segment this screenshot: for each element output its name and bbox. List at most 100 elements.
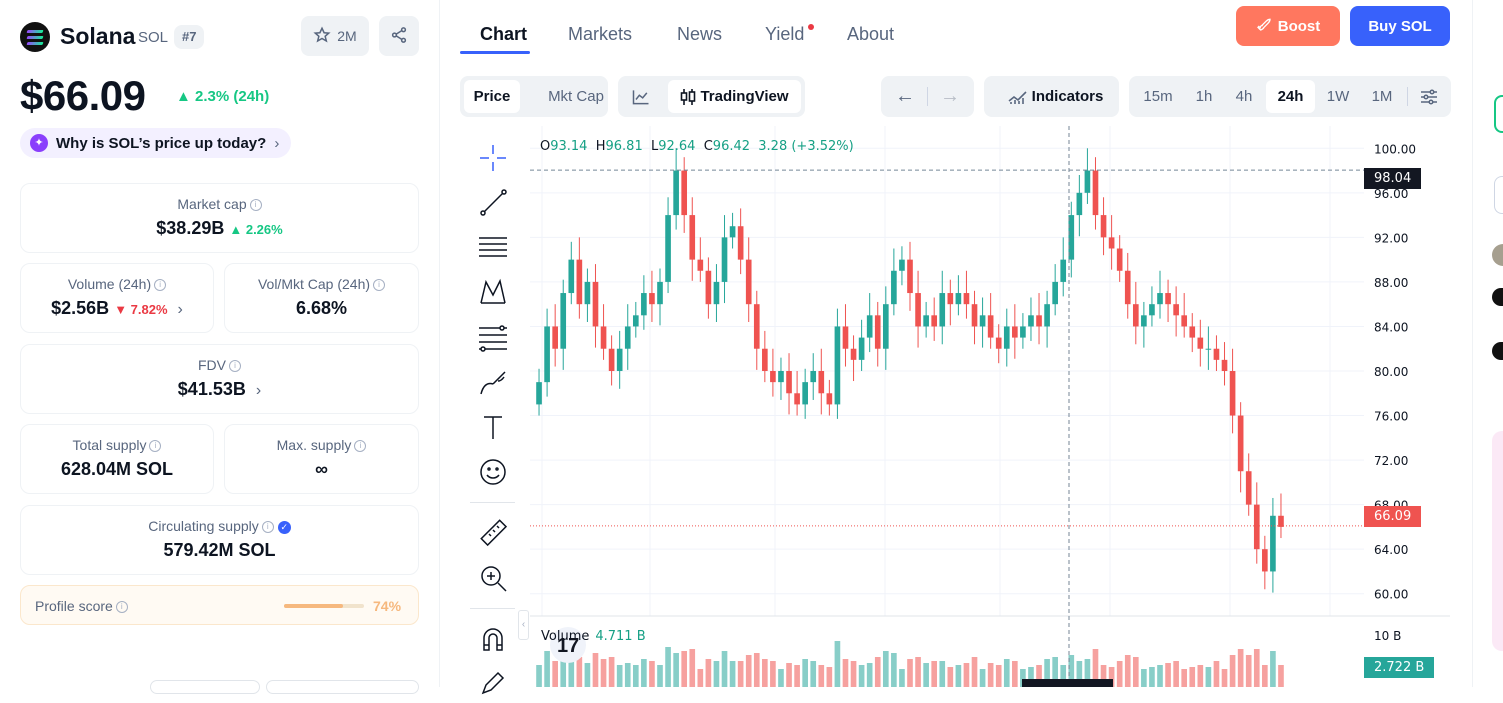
volume-bar [1052,657,1058,687]
close-label: C [703,139,713,154]
pattern-tool-icon[interactable] [478,277,508,307]
info-icon[interactable]: i [249,199,262,212]
why-price-up-button[interactable]: ✦ Why is SOL’s price up today? › [20,128,292,158]
candle-body [834,326,841,405]
tradingview-button[interactable]: TradingView [668,80,801,113]
watchlist-button[interactable]: 2M [301,16,369,56]
candle-body [786,371,792,394]
promo-card-edge[interactable] [1492,431,1503,651]
interval-15m[interactable]: 15m [1143,88,1173,105]
interval-24h[interactable]: 24h [1266,80,1315,113]
bottom-pill-left[interactable] [150,680,260,694]
candle-body [1157,293,1163,305]
tab-news[interactable]: News [677,24,723,44]
crosshair-tool-icon[interactable] [478,143,508,173]
chevron-right-icon: › [177,301,183,318]
undo-arrow-icon[interactable]: ← [895,85,915,107]
indicators-button[interactable]: Indicators [984,76,1119,117]
chart-settings-button[interactable] [1413,80,1445,113]
info-icon[interactable]: i [354,440,367,453]
share-button[interactable] [379,16,419,56]
candle-body [552,326,558,349]
candle-body [576,259,583,305]
candle-body [1003,326,1010,349]
price-tick-label: 80.00 [1374,365,1408,379]
tab-markets[interactable]: Markets [568,24,633,44]
history-nav: ← → [881,76,974,117]
text-tool-icon[interactable] [478,412,508,442]
volume-bar [544,651,550,687]
candle-body [939,293,946,327]
info-icon[interactable]: i [154,279,167,292]
candle-body [1060,259,1067,282]
candle-body [1132,304,1139,327]
interval-4h[interactable]: 4h [1235,88,1253,105]
chart-section: Chart Markets News Yield About Boost Buy… [441,0,1471,687]
candle-body [1116,248,1123,271]
fdv-value: $41.53B › [21,379,418,400]
zoom-in-tool-icon[interactable] [478,563,508,593]
candle-body [971,304,978,327]
brush-tool-icon[interactable] [478,367,508,397]
last-volume-tag: 2.722 B [1364,657,1435,678]
pencil-tool-icon[interactable] [478,668,508,698]
info-icon[interactable]: i [115,601,128,614]
horizontal-lines-tool-icon[interactable] [478,232,508,262]
market-cap-amount: $38.29B [156,218,225,238]
fdv-card[interactable]: FDV i $41.53B › [20,344,419,414]
avatar [1492,288,1503,306]
redo-arrow-icon[interactable]: → [940,85,960,107]
ruler-tool-icon[interactable] [478,518,508,548]
price-chart[interactable]: 100.00 96.00 92.00 88.00 84.00 80.00 76.00 72.0… [530,126,1450,687]
interval-1w[interactable]: 1W [1326,88,1350,105]
candle-body [673,170,679,216]
bottom-pill-right[interactable] [266,680,419,694]
volume-bar [1278,665,1284,687]
sentiment-card-edge[interactable] [1494,95,1503,133]
interval-1m[interactable]: 1M [1371,88,1393,105]
market-cap-change-value: 2.26% [245,222,283,237]
tab-chart[interactable]: Chart [480,24,528,44]
input-edge[interactable] [1494,176,1503,214]
tab-yield[interactable]: Yield [765,24,805,44]
tab-about[interactable]: About [847,24,895,44]
interval-1h[interactable]: 1h [1195,88,1213,105]
volume-bar [753,653,760,687]
info-icon[interactable]: i [229,360,241,373]
candle-body [891,270,897,305]
candle-body [1278,515,1284,527]
mkt-cap-toggle[interactable]: Mkt Cap [548,88,604,105]
info-icon[interactable]: i [149,440,162,453]
candle-body [955,293,962,305]
solana-logo-icon [20,22,50,52]
price-toggle[interactable]: Price [464,80,520,113]
candle-body [689,215,696,260]
profile-score-card[interactable]: Profile score i 74% [20,585,419,625]
volume-bar [600,659,607,687]
line-chart-button[interactable] [626,80,656,113]
candle-body [1124,270,1131,305]
fibonacci-tool-icon[interactable] [478,322,508,352]
tradingview-label: TradingView [700,88,789,105]
candle-body [1141,315,1147,327]
vol-mkt-cap-card: Vol/Mkt Cap (24h) i 6.68% [224,263,419,333]
verified-icon: ✓ [277,520,291,534]
candle-body [858,337,865,360]
volume-bar [899,669,905,687]
emoji-tool-icon[interactable] [478,457,508,487]
info-icon[interactable]: i [373,279,386,292]
volume-card[interactable]: Volume (24h) i $2.56B ▼ 7.82% › [20,263,214,333]
volume-bar [745,655,752,687]
coin-symbol: SOL [138,29,169,46]
volume-label-text: Volume (24h) [67,276,152,292]
candle-body [536,382,542,405]
candle-body [1205,348,1212,350]
toolbar-divider [470,502,515,503]
buy-sol-button[interactable]: Buy SOL [1350,6,1450,46]
info-icon[interactable]: i [261,521,274,534]
boost-button[interactable]: Boost [1236,6,1340,46]
volume-bar [1108,667,1115,687]
magnet-tool-icon[interactable] [478,624,508,654]
trendline-tool-icon[interactable] [478,187,508,217]
collapse-toolbar-button[interactable]: ‹ [518,610,529,640]
